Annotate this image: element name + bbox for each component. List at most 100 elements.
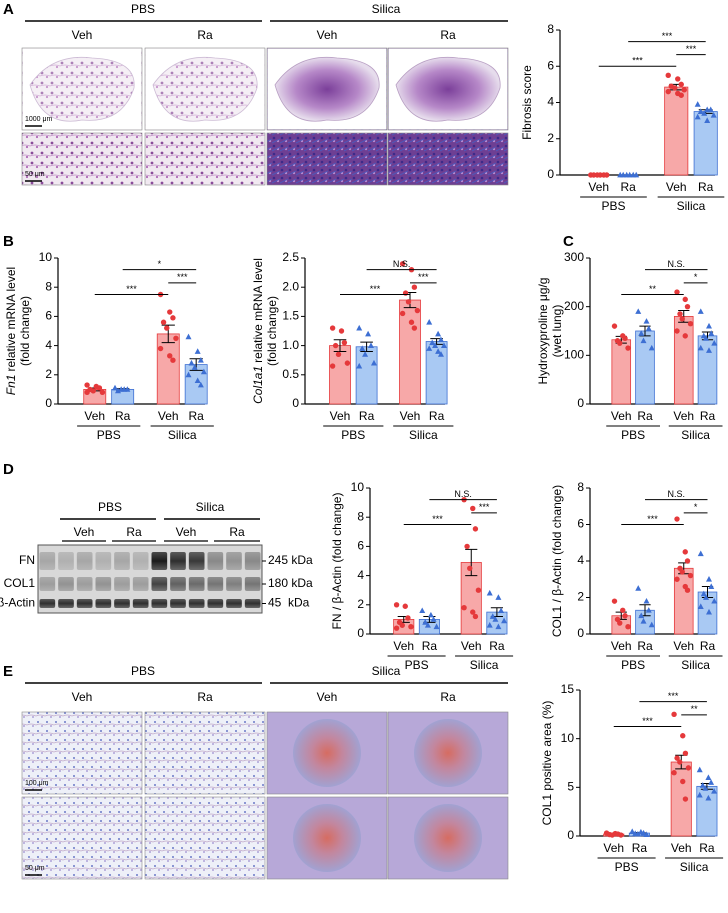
- blot-band: [170, 552, 186, 570]
- data-point: [609, 832, 615, 838]
- data-point: [492, 616, 499, 622]
- data-point: [411, 284, 418, 290]
- data-point: [437, 351, 444, 357]
- data-point: [705, 794, 712, 801]
- subgroup-label: Veh: [72, 28, 93, 42]
- y-tick-label: 0: [292, 396, 299, 410]
- band-label: COL1: [4, 576, 36, 590]
- y-tick-label: 0: [567, 828, 574, 842]
- blot: [37, 544, 263, 614]
- data-point: [475, 587, 482, 593]
- y-tick-label: 6: [357, 539, 364, 553]
- x-tick-label: Ra: [698, 180, 714, 194]
- data-point: [437, 336, 444, 343]
- data-point: [414, 307, 421, 314]
- data-point: [191, 364, 198, 370]
- y-tick-label: 1.0: [282, 338, 299, 352]
- subgroup-label: Ra: [229, 525, 245, 539]
- x-tick-label: Veh: [84, 409, 105, 423]
- x-tick-label: Ra: [637, 639, 653, 653]
- data-point: [671, 711, 677, 718]
- error-bar: [333, 339, 347, 352]
- x-tick-label: Ra: [621, 180, 637, 194]
- group-label: Silica: [680, 860, 709, 874]
- blot-band: [244, 577, 261, 591]
- data-point: [430, 616, 437, 622]
- band-label: FN: [19, 553, 35, 567]
- x-tick-label: Ra: [700, 409, 716, 423]
- blot-band: [170, 577, 186, 591]
- data-point: [682, 549, 688, 555]
- micrograph: [21, 711, 143, 795]
- blot-band: [39, 577, 56, 591]
- data-point: [124, 386, 131, 392]
- y-tick-label: 300: [564, 250, 584, 264]
- significance-label: ***: [126, 284, 137, 294]
- data-point: [678, 92, 684, 98]
- x-tick-label: Ra: [359, 409, 375, 423]
- data-point: [411, 325, 418, 331]
- y-tick-label: 8: [577, 480, 584, 494]
- data-point: [680, 778, 686, 785]
- data-point: [671, 770, 677, 776]
- blot-band: [244, 599, 261, 608]
- data-point: [197, 357, 204, 363]
- x-tick-label: Ra: [189, 409, 205, 423]
- data-point: [185, 371, 192, 378]
- micrograph: [144, 132, 266, 186]
- x-tick-label: Veh: [611, 409, 632, 423]
- data-point: [711, 339, 718, 346]
- blot-band: [226, 552, 242, 570]
- lung-lobe: [29, 56, 135, 122]
- group-label: PBS: [341, 428, 365, 442]
- data-point: [685, 765, 692, 771]
- panel-letter: B: [3, 233, 14, 250]
- blot-band: [226, 599, 242, 608]
- data-point: [470, 609, 476, 615]
- data-point: [470, 505, 476, 512]
- significance-label: ***: [432, 514, 443, 524]
- y-axis-label: Fibrosis score: [520, 65, 534, 140]
- data-point: [687, 321, 694, 327]
- group-label: PBS: [601, 199, 625, 213]
- blot-band: [39, 552, 56, 570]
- y-tick-label: 10: [351, 480, 365, 494]
- subgroup-label: Veh: [72, 690, 93, 704]
- data-point: [393, 625, 400, 631]
- data-point: [633, 171, 640, 178]
- y-tick-label: 15: [561, 682, 575, 696]
- blot-band: [58, 577, 74, 591]
- data-point: [329, 325, 336, 331]
- data-point: [674, 755, 680, 761]
- y-axis-label: (fold change): [265, 296, 279, 366]
- data-point: [625, 624, 631, 630]
- data-point: [680, 733, 686, 739]
- data-point: [620, 607, 626, 613]
- data-point: [706, 322, 712, 329]
- significance-label: ***: [662, 31, 673, 41]
- y-tick-label: 0.5: [282, 367, 299, 381]
- panel-letter: D: [3, 461, 14, 478]
- subgroup-label: Ra: [197, 28, 213, 42]
- y-axis-label: FN / β-Actin (fold change): [330, 493, 344, 630]
- data-point: [640, 337, 647, 344]
- data-point: [710, 111, 717, 118]
- data-point: [618, 832, 624, 838]
- data-point: [707, 106, 714, 113]
- micrograph: [144, 711, 266, 795]
- blot-band: [151, 552, 168, 570]
- data-point: [356, 362, 363, 369]
- group-label: PBS: [621, 658, 645, 672]
- data-point: [359, 345, 366, 351]
- y-tick-label: 2.0: [282, 279, 299, 293]
- blot-band: [58, 599, 74, 608]
- data-point: [486, 622, 493, 628]
- data-point: [399, 622, 405, 628]
- group-label: PBS: [621, 428, 645, 442]
- data-point: [706, 608, 712, 615]
- data-point: [694, 101, 701, 107]
- data-point: [696, 791, 703, 798]
- data-point: [426, 319, 433, 325]
- data-point: [433, 623, 440, 630]
- group-label: PBS: [405, 658, 429, 672]
